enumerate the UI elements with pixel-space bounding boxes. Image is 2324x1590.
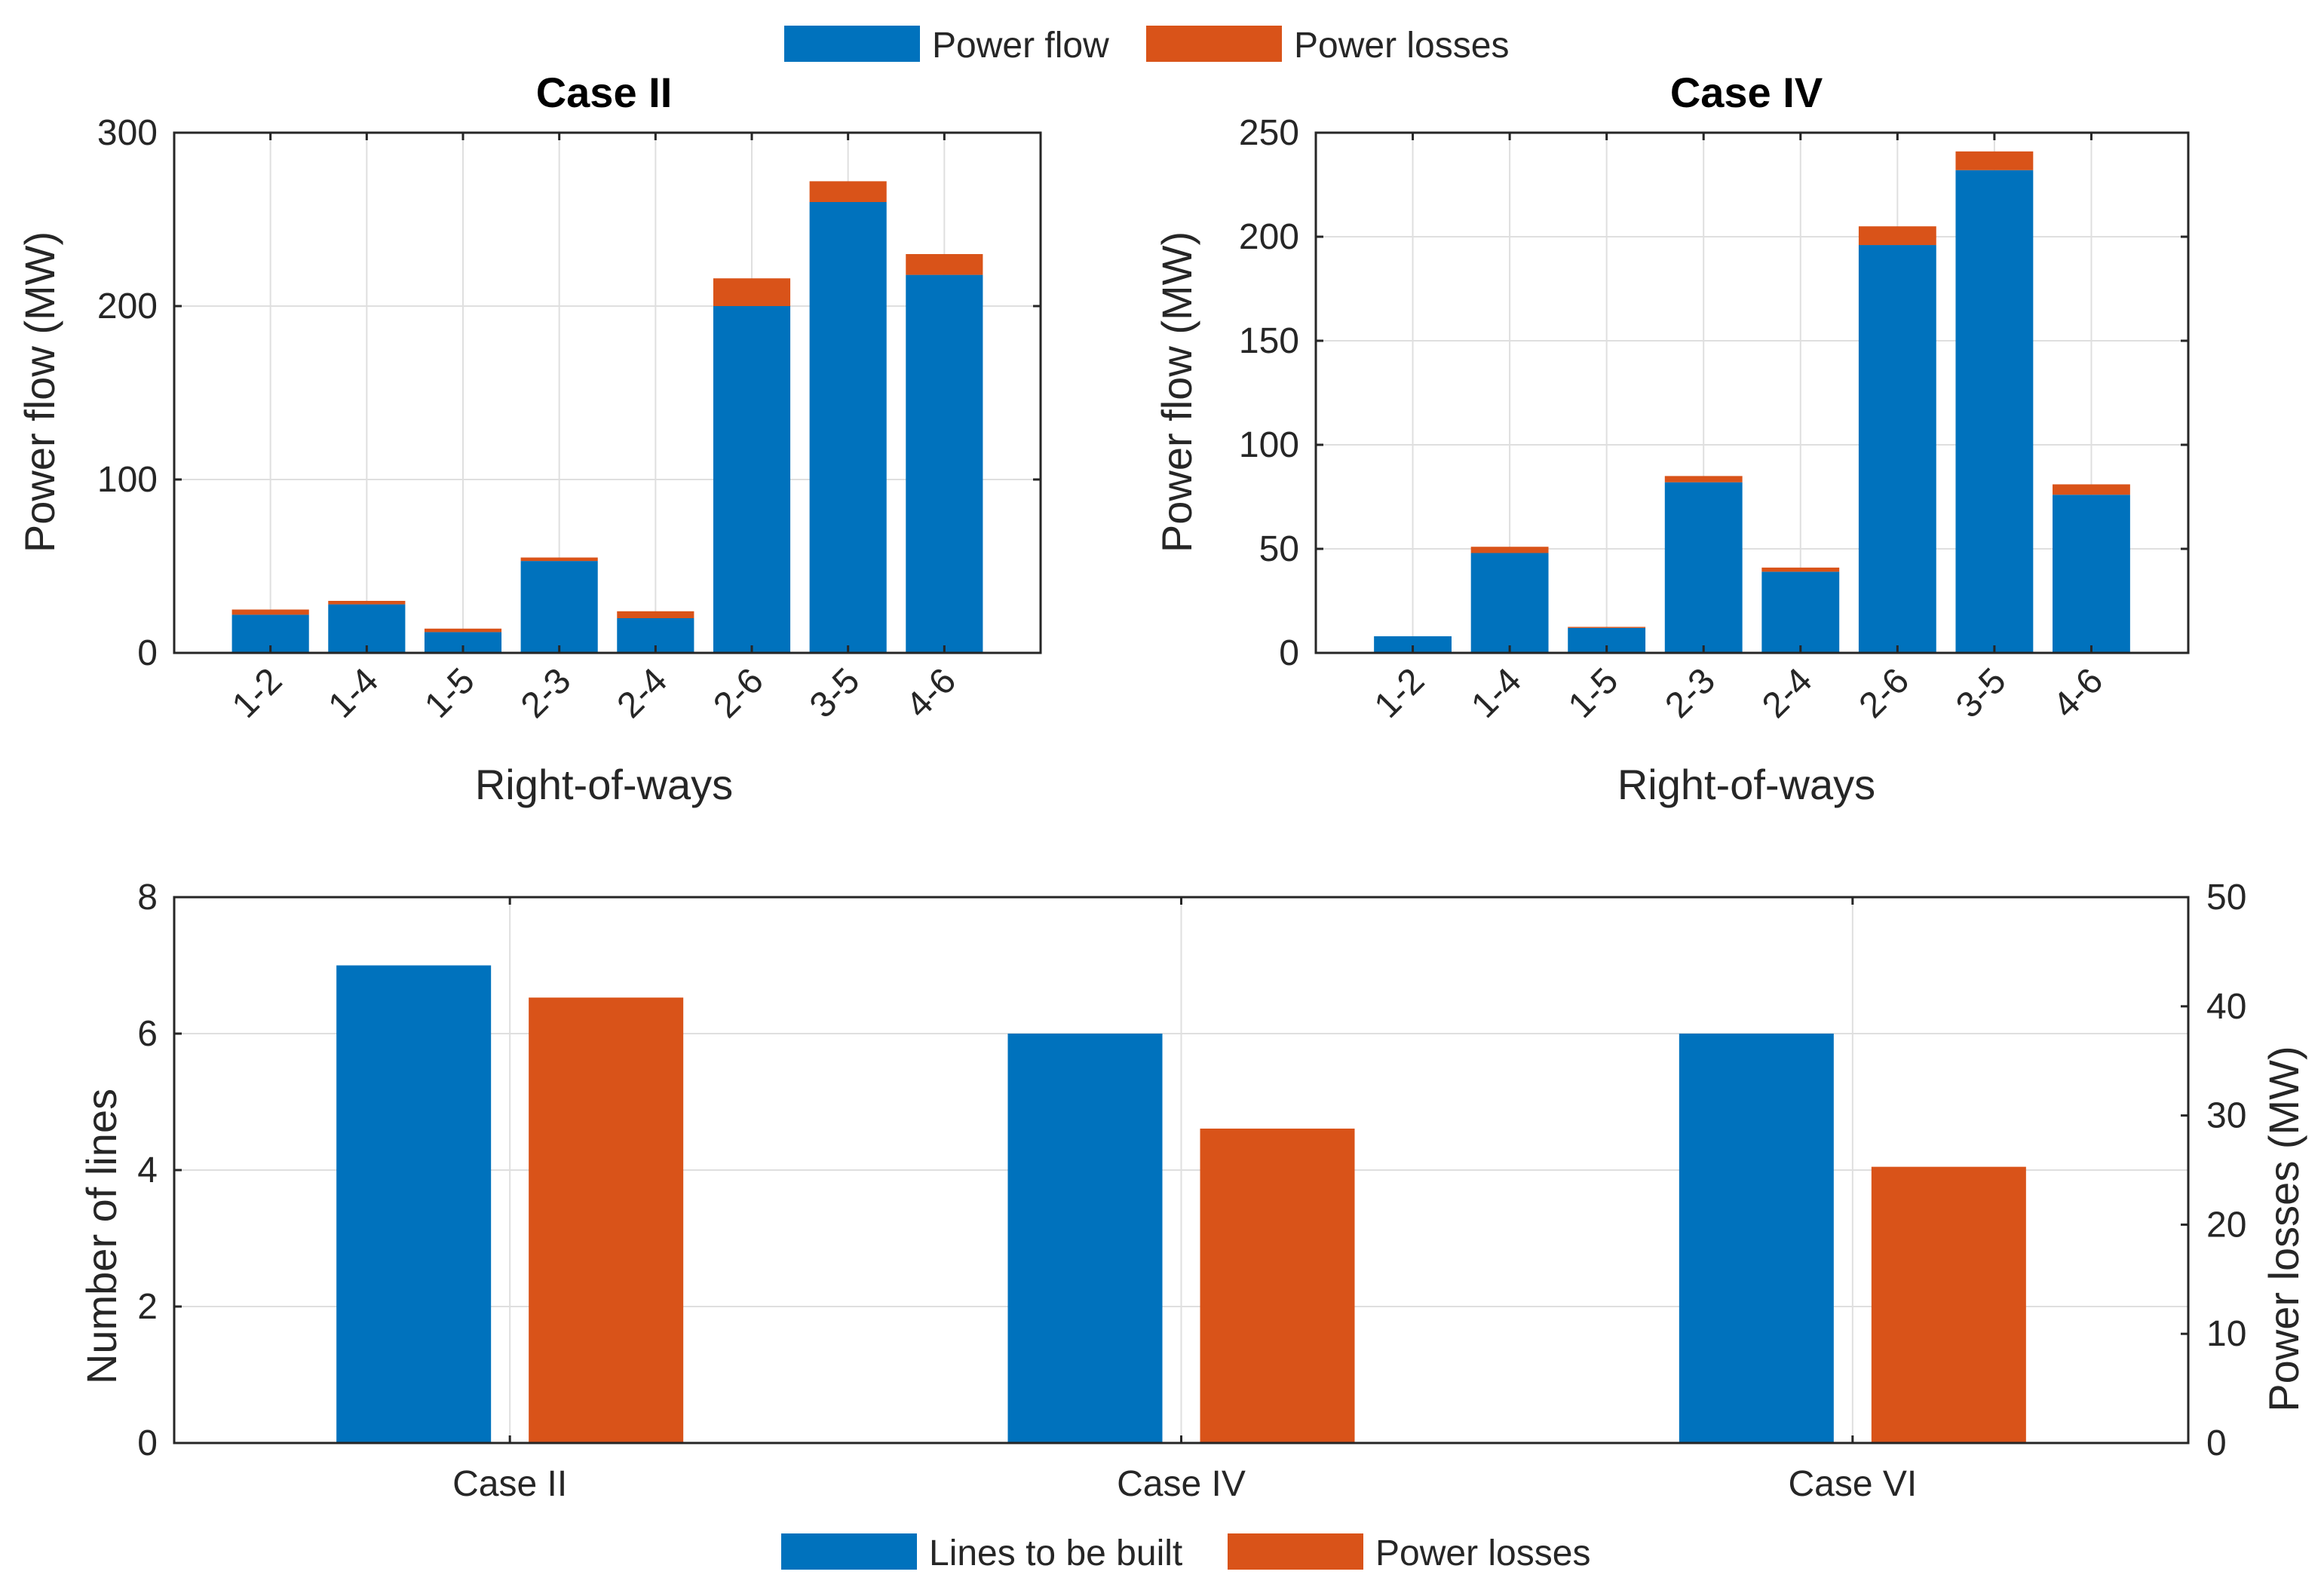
chart-case-iv-bar-3-5-power-flow <box>1955 170 2034 653</box>
chart-cases-bar-lines-case-ii <box>336 965 492 1443</box>
chart-cases-ytick-label-right: 50 <box>2206 878 2246 918</box>
chart-cases-ytick-label-right: 20 <box>2206 1205 2246 1245</box>
chart-case-iv-bar-2-4-power-flow <box>1761 571 1840 653</box>
legend-bottom: Lines to be built Power losses <box>781 1533 1590 1573</box>
chart-case-ii-ytick-label: 300 <box>97 113 158 153</box>
chart-cases-ytick-label-left: 0 <box>137 1423 158 1463</box>
chart-case-iv-axes-box <box>1314 131 2190 654</box>
chart-cases-bars <box>336 965 2026 1443</box>
chart-cases-ylabel-left: Number of lines <box>78 1089 125 1384</box>
chart-case-iv-bar-2-6-power-flow <box>1858 245 1936 653</box>
chart-case-ii-bar-3-5-power-flow <box>809 202 887 653</box>
chart-case-ii-ytick-label: 100 <box>97 460 158 500</box>
chart-case-iv-ytick-label: 100 <box>1239 425 1299 465</box>
chart-case-ii-bars <box>231 181 983 653</box>
chart-cases-bar-lines-case-vi <box>1679 1034 1834 1443</box>
chart-case-iv-ytick-label: 250 <box>1239 113 1299 153</box>
chart-cases-ytick-label-right: 40 <box>2206 987 2246 1027</box>
legend-bottom-swatch-losses <box>1228 1533 1363 1570</box>
chart-case-iv-bar-3-5-power-losses <box>1955 151 2034 170</box>
chart-case-ii-bar-2-3-power-flow <box>520 561 598 653</box>
legend-bottom-label-lines: Lines to be built <box>929 1533 1182 1573</box>
chart-case-ii-title: Case II <box>536 69 673 116</box>
chart-cases-ytick-label-left: 2 <box>137 1287 158 1327</box>
chart-case-iv-bar-1-5-power-losses <box>1568 627 1646 628</box>
chart-case-iv-bar-1-4-power-flow <box>1470 553 1549 653</box>
chart-cases-ytick-label-right: 30 <box>2206 1096 2246 1136</box>
chart-case-iv-xlabel: Right-of-ways <box>1617 761 1875 808</box>
chart-cases-ylabel-right: Power losses (MW) <box>2260 1046 2307 1411</box>
chart-case-iv-ytick-label: 0 <box>1279 633 1299 673</box>
chart-cases-bar-losses-case-ii <box>529 997 684 1443</box>
chart-case-iv-ylabel: Power flow (MW) <box>1153 231 1200 553</box>
legend-bottom-label-losses: Power losses <box>1375 1533 1590 1573</box>
chart-case-ii-bar-2-4-power-losses <box>617 611 694 618</box>
chart-case-ii-bar-1-4-power-losses <box>328 601 406 605</box>
chart-case-iv-bar-2-6-power-losses <box>1858 226 1936 246</box>
chart-case-iv-ytick-label: 150 <box>1239 321 1299 361</box>
chart-cases-bar-lines-case-iv <box>1007 1034 1163 1443</box>
chart-case-ii-ylabel: Power flow (MW) <box>16 231 63 553</box>
chart-cases-comparison: Number of lines Power losses (MW) 0 2 4 6 8 0… <box>78 878 2307 1504</box>
chart-case-ii-xlabel: Right-of-ways <box>475 761 733 808</box>
chart-case-iv-bar-4-6-power-losses <box>2053 484 2130 495</box>
chart-case-ii-axes-box <box>173 131 1042 654</box>
chart-cases-ytick-label-left: 6 <box>137 1014 158 1054</box>
chart-case-iv-bar-2-4-power-losses <box>1761 567 1840 572</box>
chart-cases-ytick-label-right: 0 <box>2206 1423 2227 1463</box>
chart-case-iv-title: Case IV <box>1670 69 1823 116</box>
chart-case-iv-bar-2-3-power-losses <box>1664 476 1743 483</box>
chart-case-ii-bar-1-2-power-losses <box>231 609 309 615</box>
chart-cases-xtick-label: Case IV <box>1117 1464 1246 1504</box>
chart-case-ii-bar-3-5-power-losses <box>809 181 887 202</box>
chart-case-ii-ytick-label: 0 <box>137 633 158 673</box>
chart-case-ii-bar-4-6-power-losses <box>906 254 983 275</box>
legend-top-label-power-losses: Power losses <box>1294 26 1509 66</box>
chart-case-ii-bar-4-6-power-flow <box>906 274 983 653</box>
chart-case-ii-ytick-label: 200 <box>97 286 158 326</box>
legend-top: Power flow Power losses <box>784 26 1509 66</box>
chart-case-ii-bar-1-5-power-losses <box>424 628 502 633</box>
legend-top-swatch-power-flow <box>784 26 920 62</box>
chart-cases-xtick-label: Case II <box>452 1464 567 1504</box>
chart-case-ii-bar-2-3-power-losses <box>520 557 598 562</box>
chart-case-ii-bar-2-6-power-losses <box>713 278 791 306</box>
chart-case-iv-bar-1-4-power-losses <box>1470 547 1549 553</box>
chart-cases-bar-losses-case-iv <box>1200 1128 1355 1443</box>
legend-top-swatch-power-losses <box>1146 26 1282 62</box>
chart-case-iv-ytick-label: 50 <box>1259 529 1299 569</box>
chart-case-iv-bar-2-3-power-flow <box>1664 482 1743 653</box>
chart-case-iv-ytick-label: 200 <box>1239 217 1299 257</box>
legend-bottom-swatch-lines <box>781 1533 917 1570</box>
legend-top-label-power-flow: Power flow <box>932 26 1109 66</box>
chart-case-iv-bar-1-2-power-flow <box>1374 636 1452 653</box>
chart-cases-ytick-label-left: 4 <box>137 1150 158 1190</box>
chart-case-ii-bar-1-4-power-flow <box>328 604 406 653</box>
chart-case-iv-bars <box>1374 151 2130 653</box>
chart-cases-xtick-label: Case VI <box>1788 1464 1917 1504</box>
chart-cases-ytick-label-left: 8 <box>137 878 158 918</box>
chart-case-ii-bar-2-6-power-flow <box>713 306 791 653</box>
chart-cases-ytick-label-right: 10 <box>2206 1314 2246 1354</box>
chart-case-iv-bar-4-6-power-flow <box>2053 495 2130 653</box>
chart-cases-bar-losses-case-vi <box>1871 1166 2026 1443</box>
